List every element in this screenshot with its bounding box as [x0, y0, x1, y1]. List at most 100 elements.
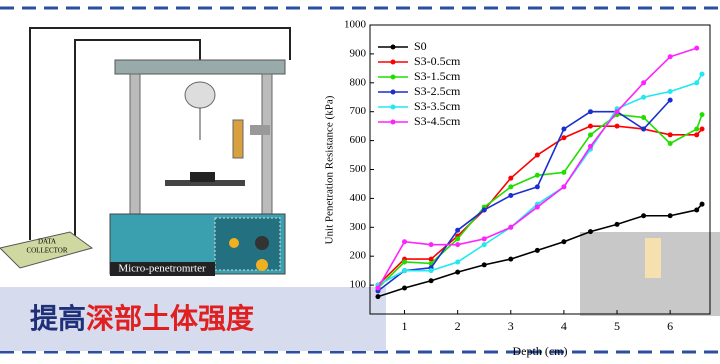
- point: [641, 80, 647, 86]
- point: [641, 213, 647, 219]
- banner-part: 深部土体强度: [86, 302, 254, 335]
- y-tick-label: 200: [350, 250, 367, 262]
- chart: Unit Penetration Resistance (kPa) Depth …: [324, 19, 720, 358]
- point: [587, 132, 593, 138]
- point: [428, 268, 434, 274]
- point: [534, 152, 540, 158]
- point: [694, 132, 700, 138]
- point: [508, 224, 514, 230]
- point: [402, 239, 408, 245]
- point: [614, 221, 620, 227]
- legend-swatch: [390, 119, 396, 125]
- point: [694, 45, 700, 51]
- point: [481, 207, 487, 213]
- point: [455, 242, 461, 248]
- point: [508, 175, 514, 181]
- point: [694, 126, 700, 132]
- point: [641, 114, 647, 120]
- point: [428, 242, 434, 248]
- point: [455, 227, 461, 233]
- point: [699, 126, 705, 132]
- point: [667, 132, 673, 138]
- legend-label: S3-3.5cm: [414, 99, 461, 113]
- legend-swatch: [390, 104, 396, 110]
- y-tick-label: 100: [350, 279, 367, 291]
- point: [534, 204, 540, 210]
- point: [667, 54, 673, 60]
- inset-image: [645, 238, 661, 278]
- point: [481, 242, 487, 248]
- collector-label: DATA: [38, 238, 56, 246]
- legend-swatch: [390, 89, 396, 95]
- point: [481, 236, 487, 242]
- point: [455, 259, 461, 265]
- y-tick-label: 500: [350, 163, 367, 175]
- point: [699, 71, 705, 77]
- point: [508, 193, 514, 199]
- point: [694, 207, 700, 213]
- legend-swatch: [390, 74, 396, 80]
- legend-label: S3-1.5cm: [414, 69, 461, 83]
- series-line: [377, 113, 703, 289]
- point: [534, 172, 540, 178]
- point: [402, 268, 408, 274]
- point: [587, 229, 593, 235]
- legend-label: S3-4.5cm: [414, 114, 461, 128]
- point: [428, 256, 434, 262]
- y-tick-label: 1000: [344, 19, 367, 31]
- x-tick-label: 2: [455, 319, 461, 333]
- device-label: Micro-penetromrter: [118, 263, 206, 275]
- point: [614, 123, 620, 129]
- y-tick-label: 300: [350, 221, 367, 233]
- x-tick-label: 6: [667, 319, 673, 333]
- point: [508, 256, 514, 262]
- point: [699, 201, 705, 207]
- point: [587, 123, 593, 129]
- series-line: [377, 73, 703, 286]
- point: [667, 88, 673, 94]
- point: [481, 262, 487, 268]
- x-tick-label: 1: [402, 319, 408, 333]
- point: [534, 184, 540, 190]
- series-line: [377, 99, 671, 292]
- legend-label: S3-0.5cm: [414, 54, 461, 68]
- legend-swatch: [390, 59, 396, 65]
- collector-label: COLLECTOR: [26, 247, 67, 255]
- legend-label: S3-2.5cm: [414, 84, 461, 98]
- banner-part: 提高: [30, 302, 86, 335]
- point: [699, 112, 705, 118]
- point: [614, 109, 620, 115]
- legend-swatch: [390, 44, 396, 50]
- legend-label: S0: [414, 39, 427, 53]
- point: [402, 259, 408, 265]
- point: [455, 236, 461, 242]
- point: [402, 285, 408, 291]
- point: [561, 169, 567, 175]
- point: [561, 239, 567, 245]
- y-tick-label: 900: [350, 47, 367, 59]
- point: [455, 269, 461, 275]
- point: [587, 109, 593, 115]
- y-tick-label: 700: [350, 105, 367, 117]
- x-tick-label: 5: [614, 319, 620, 333]
- apparatus: Micro-penetromrter DATA COLLECTOR: [0, 27, 291, 276]
- point: [641, 94, 647, 100]
- series-line: [377, 125, 703, 286]
- point: [375, 294, 381, 300]
- banner-bg: [0, 287, 386, 351]
- point: [667, 97, 673, 103]
- y-axis-label: Unit Penetration Resistance (kPa): [324, 95, 336, 244]
- x-axis-label: Depth (cm): [513, 344, 568, 358]
- banner-text: 提高深部土体强度: [30, 302, 254, 335]
- series-line: [377, 203, 703, 298]
- point: [561, 184, 567, 190]
- point: [561, 135, 567, 141]
- point: [375, 285, 381, 291]
- point: [587, 143, 593, 149]
- point: [561, 126, 567, 132]
- point: [641, 126, 647, 132]
- y-tick-label: 400: [350, 192, 367, 204]
- point: [667, 213, 673, 219]
- y-tick-label: 600: [350, 134, 367, 146]
